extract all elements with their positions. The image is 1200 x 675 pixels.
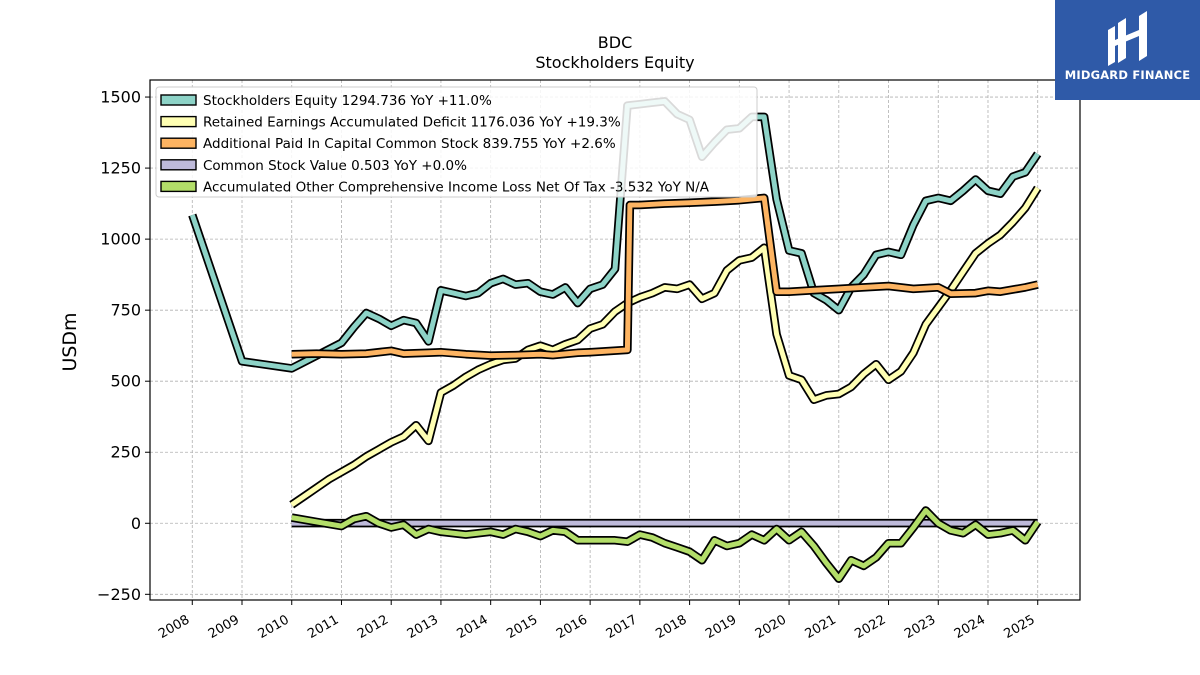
legend-swatch (160, 159, 197, 171)
x-tick-label: 2010 (256, 612, 292, 642)
series-line (291, 508, 1040, 582)
plot-frame (149, 79, 1081, 601)
x-tick-label: 2013 (405, 612, 441, 642)
x-tick-label: 2015 (504, 612, 540, 642)
x-tick-label: 2012 (355, 612, 391, 642)
y-tick-label: −250 (97, 585, 141, 604)
x-tick-label: 2011 (305, 612, 341, 642)
x-tick-label: 2014 (455, 612, 491, 642)
legend: Stockholders Equity 1294.736 YoY +11.0% R… (155, 86, 758, 198)
x-tick-label: 2008 (156, 612, 192, 642)
chart-subtitle: Stockholders Equity (535, 53, 694, 72)
brand-logo: MIDGARD FINANCE (1055, 0, 1200, 100)
legend-entry: Retained Earnings Accumulated Deficit 11… (203, 115, 621, 131)
x-tick-label: 2020 (753, 612, 789, 642)
legend-swatch (160, 115, 197, 128)
y-tick-label: 750 (110, 301, 141, 320)
x-axis-ticks: 2008 2009 2010 2011 2012 2013 2014 2015 2016 2017… (156, 600, 1039, 642)
x-tick-label: 2009 (206, 612, 242, 642)
legend-box (155, 86, 758, 198)
legend-entry: Stockholders Equity 1294.736 YoY +11.0% (203, 93, 492, 109)
series-line (290, 186, 1040, 507)
x-tick-label: 2025 (1002, 612, 1038, 642)
y-tick-label: 250 (110, 443, 141, 462)
series-4 (290, 506, 1042, 583)
series-2 (291, 193, 1039, 360)
series-line-outline (289, 185, 1042, 509)
x-tick-label: 2016 (554, 612, 590, 642)
x-tick-label: 2024 (952, 612, 988, 642)
x-tick-label: 2019 (703, 612, 739, 642)
x-tick-label: 2022 (852, 612, 888, 642)
chart-title: BDC (598, 33, 632, 52)
legend-swatch (160, 180, 197, 193)
y-axis-label: USDm (59, 312, 81, 371)
legend-entry: Additional Paid In Capital Common Stock … (203, 136, 616, 152)
series-1 (289, 185, 1042, 509)
y-tick-label: 1250 (100, 159, 141, 178)
legend-swatch (160, 137, 197, 149)
series-line (291, 195, 1039, 359)
legend-entry: Common Stock Value 0.503 YoY +0.0% (203, 158, 467, 174)
x-tick-label: 2017 (604, 612, 640, 642)
x-tick-label: 2023 (902, 612, 938, 642)
x-tick-label: 2021 (803, 612, 839, 642)
y-tick-label: 1000 (100, 230, 141, 249)
brand-mark-icon (1108, 11, 1147, 66)
y-tick-label: 500 (110, 372, 141, 391)
y-axis-ticks: −250 0 250 500 750 1000 1250 1500 (97, 88, 150, 604)
y-tick-label: 1500 (100, 88, 141, 107)
legend-swatch (160, 94, 197, 106)
x-tick-label: 2018 (653, 612, 689, 642)
y-tick-label: 0 (131, 514, 141, 533)
brand-name: MIDGARD FINANCE (1064, 68, 1191, 82)
legend-entry: Accumulated Other Comprehensive Income L… (203, 179, 710, 195)
